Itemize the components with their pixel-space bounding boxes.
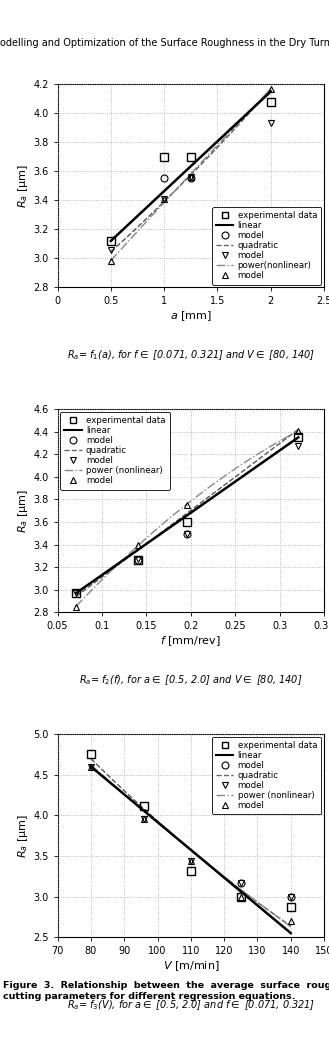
X-axis label: $a$ [mm]: $a$ [mm] <box>170 310 212 323</box>
Y-axis label: $R_a$ [μm]: $R_a$ [μm] <box>16 814 30 857</box>
Y-axis label: $R_a$ [μm]: $R_a$ [μm] <box>16 164 30 207</box>
Y-axis label: $R_a$ [μm]: $R_a$ [μm] <box>16 489 30 533</box>
Legend: experimental data, linear, model, quadratic, model, power (nonlinear), model: experimental data, linear, model, quadra… <box>212 737 321 814</box>
X-axis label: $V$ [m/min]: $V$ [m/min] <box>163 959 219 973</box>
Legend: experimental data, linear, model, quadratic, model, power(nonlinear), model: experimental data, linear, model, quadra… <box>212 207 321 284</box>
Text: $R_a$= $f_1$($a$), for $f$$\in$ [0.071, 0.321] and $V$$\in$ [80, 140]: $R_a$= $f_1$($a$), for $f$$\in$ [0.071, … <box>67 349 315 362</box>
Text: $R_a$= $f_3$($V$), for $a$$\in$ [0.5, 2.0] and $f$$\in$ [0.071, 0.321]: $R_a$= $f_3$($V$), for $a$$\in$ [0.5, 2.… <box>67 998 315 1012</box>
X-axis label: $f$ [mm/rev]: $f$ [mm/rev] <box>161 634 221 648</box>
Text: odelling and Optimization of the Surface Roughness in the Dry Turning of: odelling and Optimization of the Surface… <box>0 38 329 48</box>
Text: $R_a$= $f_2$($f$), for $a$$\in$ [0.5, 2.0] and $V$$\in$ [80, 140]: $R_a$= $f_2$($f$), for $a$$\in$ [0.5, 2.… <box>79 673 303 687</box>
Text: Figure  3.  Relationship  between  the  average  surface  roughness  and  the
cu: Figure 3. Relationship between the avera… <box>3 981 329 1000</box>
Legend: experimental data, linear, model, quadratic, model, power (nonlinear), model: experimental data, linear, model, quadra… <box>60 412 170 490</box>
